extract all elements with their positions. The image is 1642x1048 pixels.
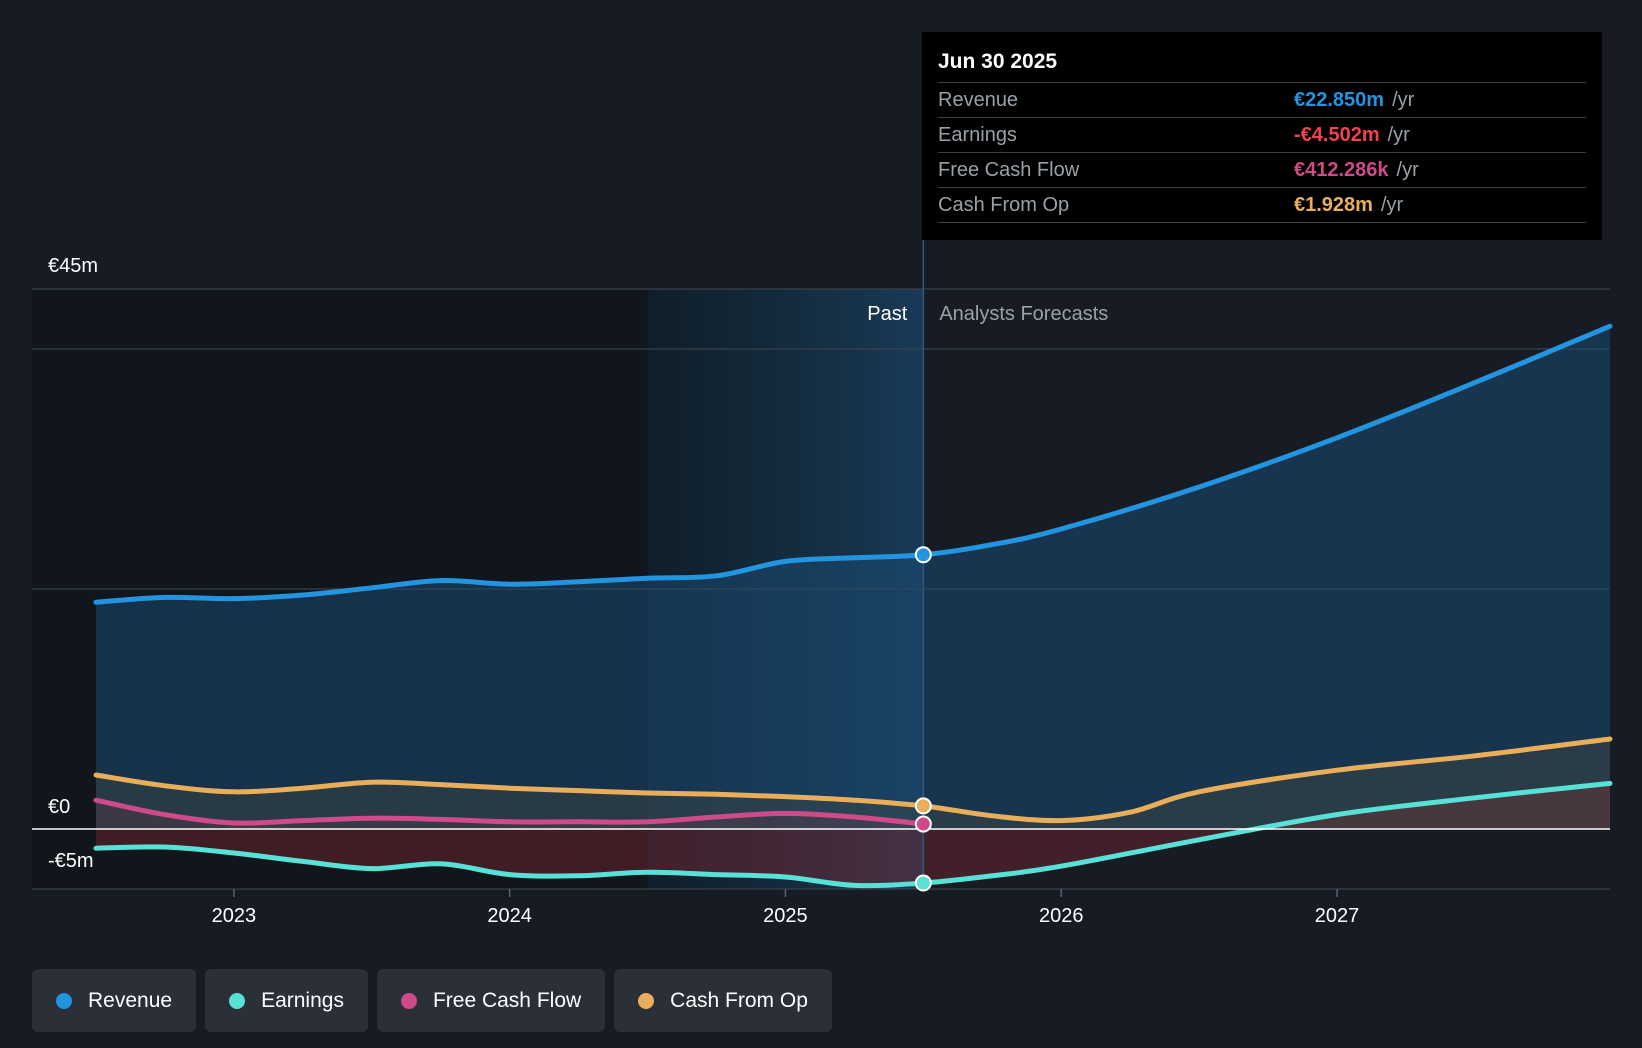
earnings-marker[interactable] <box>914 874 932 892</box>
legend-item-cash-from-op[interactable]: Cash From Op <box>614 969 832 1032</box>
legend-label: Earnings <box>261 988 344 1012</box>
y-tick-label-bottom: -€5m <box>48 850 94 872</box>
tooltip-row-revenue: Revenue €22.850m /yr <box>938 83 1586 118</box>
legend-label: Free Cash Flow <box>432 988 582 1012</box>
legend-dot-icon <box>229 992 246 1009</box>
legend-dot-icon <box>638 992 655 1009</box>
free-cash-flow-marker[interactable] <box>914 815 932 833</box>
legend-dot-icon <box>400 992 417 1009</box>
cash-from-op-line <box>93 736 1613 824</box>
tooltip-row-cash-from-op: Cash From Op €1.928m /yr <box>938 188 1586 223</box>
x-tick-label: 2023 <box>212 905 257 927</box>
earnings-area <box>96 783 1610 886</box>
tooltip-label: Cash From Op <box>938 194 1070 216</box>
chart-area: €45m €0 -€5m 2023 2024 2025 2026 2027 Past A… <box>32 240 1613 927</box>
legend-item-earnings[interactable]: Earnings <box>205 969 368 1032</box>
tooltip-label: Earnings <box>938 124 1017 146</box>
tooltip-unit: /yr <box>1392 89 1415 111</box>
earnings-line <box>93 780 1613 889</box>
x-axis-ticks: 2023 2024 2025 2026 2027 <box>212 889 1360 927</box>
x-tick-label: 2026 <box>1039 905 1084 927</box>
legend-label: Cash From Op <box>670 988 808 1012</box>
series-markers <box>914 546 932 892</box>
tooltip-value: €22.850m <box>1294 89 1385 111</box>
x-tick-label: 2027 <box>1315 905 1360 927</box>
tooltip-value: €1.928m <box>1294 194 1373 216</box>
tooltip-unit: /yr <box>1387 124 1410 146</box>
data-tooltip: Jun 30 2025 Revenue €22.850m /yr Earning… <box>922 32 1602 240</box>
revenue-marker[interactable] <box>914 546 932 564</box>
tooltip-value: €412.286k <box>1294 159 1389 181</box>
legend-dot-icon <box>56 992 72 1009</box>
series-lines <box>93 323 1613 889</box>
legend-item-free-cash-flow[interactable]: Free Cash Flow <box>376 969 606 1032</box>
revenue-line <box>93 323 1613 605</box>
legend-label: Revenue <box>88 988 173 1012</box>
chart-legend: Revenue Earnings Free Cash Flow Cash Fro… <box>32 969 832 1032</box>
x-tick-label: 2025 <box>763 905 808 927</box>
tooltip-value: -€4.502m <box>1294 124 1380 146</box>
tooltip-unit: /yr <box>1380 194 1404 216</box>
y-tick-label-top: €45m <box>48 255 98 277</box>
cash-from-op-marker[interactable] <box>914 797 932 815</box>
revenue-area <box>96 326 1610 829</box>
tooltip-unit: /yr <box>1396 159 1419 181</box>
y-tick-label-zero: €0 <box>48 796 70 818</box>
tooltip-label: Revenue <box>938 89 1019 111</box>
forecast-label: Analysts Forecasts <box>939 303 1108 325</box>
tooltip-row-free-cash-flow: Free Cash Flow €412.286k /yr <box>938 153 1586 188</box>
legend-item-revenue[interactable]: Revenue <box>32 969 197 1032</box>
cash-from-op-area <box>96 739 1610 829</box>
tooltip-row-earnings: Earnings -€4.502m /yr <box>938 118 1586 153</box>
free-cash-flow-line <box>93 797 926 827</box>
past-label: Past <box>867 303 907 325</box>
tooltip-label: Free Cash Flow <box>938 159 1080 181</box>
x-tick-label: 2024 <box>487 905 532 927</box>
tooltip-date: Jun 30 2025 <box>938 46 1586 83</box>
